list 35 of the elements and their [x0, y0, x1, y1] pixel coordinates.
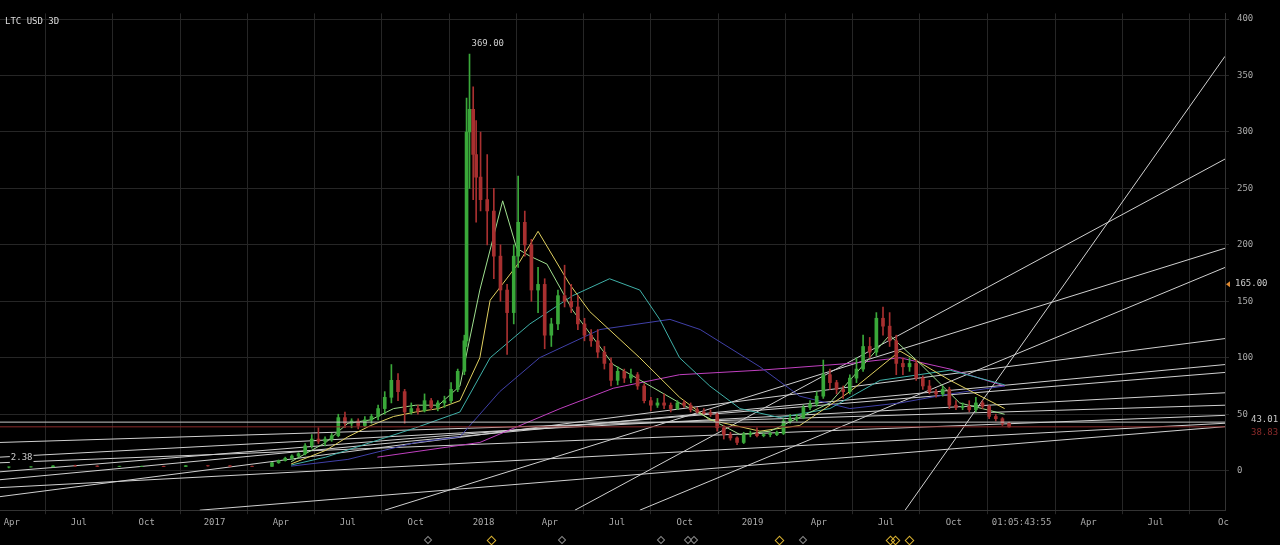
y-tick-label: 350: [1237, 69, 1254, 80]
x-tick-label: 2019: [741, 516, 764, 527]
x-tick-label: Jul: [1147, 516, 1164, 527]
x-tick-label: 2018: [472, 516, 495, 527]
x-tick-label: Apr: [1080, 516, 1098, 527]
y-tick-label: 0: [1237, 465, 1243, 476]
x-tick-label: Oct: [945, 516, 962, 527]
y-tick-label: 400: [1237, 13, 1254, 24]
y-tick-label: 50: [1237, 408, 1248, 419]
y-tick-label: 100: [1237, 352, 1254, 363]
text: 165.00: [1235, 278, 1268, 289]
y-tick-label: 150: [1237, 295, 1254, 306]
x-tick-label: Jul: [877, 516, 895, 527]
chart-title: LTC USD 3D: [5, 16, 60, 26]
x-tick-label: Jul: [70, 516, 87, 527]
ref-line-label: 38.83: [1251, 426, 1279, 437]
x-tick-label: Apr: [541, 516, 559, 527]
annotation: 2.38: [10, 452, 33, 463]
x-tick-label: Oct: [138, 516, 155, 527]
x-tick-label: Apr: [3, 516, 21, 527]
x-tick-label: Apr: [810, 516, 828, 527]
ref-line-label: 43.01: [1251, 413, 1279, 424]
x-tick-label: 2017: [203, 516, 226, 527]
x-tick-label: Jul: [608, 516, 626, 527]
y-tick-label: 250: [1237, 182, 1254, 193]
candlestick: [51, 465, 55, 468]
x-tick-label: Apr: [272, 516, 290, 527]
y-tick-label: 300: [1237, 126, 1254, 137]
x-tick-label: 01:05:43:55: [991, 516, 1052, 527]
annotation: 369.00: [471, 38, 505, 49]
x-tick-label: Oct: [676, 516, 693, 527]
y-tick-label: 200: [1237, 239, 1254, 250]
x-tick-label: Jul: [339, 516, 357, 527]
x-tick-label: Oct: [407, 516, 424, 527]
x-tick-label: Oc: [1218, 516, 1229, 527]
